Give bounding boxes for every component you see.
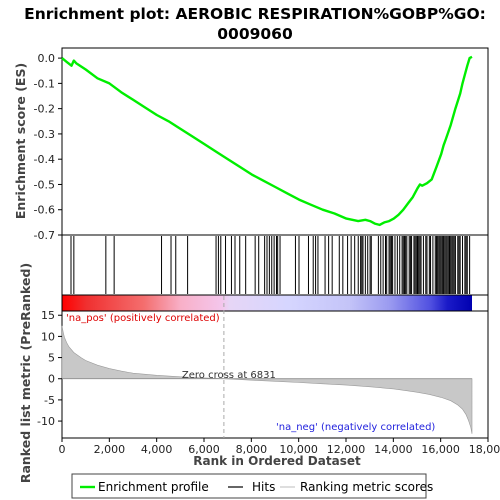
metric-y-tick-label: 5: [48, 352, 55, 365]
legend-box: [71, 473, 427, 499]
metric-y-tick-label: 15: [41, 309, 55, 322]
negative-correlation-label: 'na_neg' (negatively correlated): [276, 422, 435, 433]
x-tick-label: 18,000: [469, 443, 500, 456]
x-tick-label: 12,000: [327, 443, 366, 456]
metric-y-tick-label: -5: [44, 394, 55, 407]
es-y-tick-label: -0.7: [34, 229, 55, 242]
x-tick-label: 2,000: [94, 443, 126, 456]
x-tick-label: 0: [59, 443, 66, 456]
es-y-axis: 0.0 -0.1 -0.2 -0.3 -0.4 -0.5 -0.6 -0.7: [34, 52, 62, 242]
es-y-tick-label: -0.6: [34, 204, 55, 217]
es-y-tick-label: -0.2: [34, 103, 55, 116]
metric-y-axis-label: Ranked list metric (PreRanked): [18, 263, 33, 483]
es-y-tick-label: -0.1: [34, 77, 55, 90]
metric-y-tick-label: -10: [37, 415, 55, 428]
x-tick-label: 8,000: [236, 443, 268, 456]
legend-label-ranking-metric: Ranking metric scores: [300, 480, 433, 494]
es-y-tick-label: 0.0: [38, 52, 56, 65]
x-tick-label: 6,000: [188, 443, 220, 456]
positive-correlation-label: 'na_pos' (positively correlated): [66, 313, 220, 324]
legend-label-hits: Hits: [252, 480, 275, 494]
ranking-metric-area: [61, 325, 473, 434]
es-y-tick-label: -0.5: [34, 178, 55, 191]
es-y-tick-label: -0.3: [34, 128, 55, 141]
enrichment-profile-line: [61, 55, 473, 227]
x-axis: 0 2,000 4,000 6,000 8,000 10,000 12,000 14,000 1…: [59, 438, 500, 456]
chart-title-line1: Enrichment plot: AEROBIC RESPIRATION%GOB…: [24, 5, 486, 23]
x-tick-label: 10,000: [279, 443, 318, 456]
metric-y-tick-label: 0: [48, 373, 55, 386]
es-y-tick-label: -0.4: [34, 153, 55, 166]
x-tick-label: 14,000: [374, 443, 413, 456]
x-axis-label: Rank in Ordered Dataset: [193, 454, 361, 468]
metric-y-axis: 15 10 5 0 -5 -10: [37, 309, 62, 428]
es-y-axis-label: Enrichment score (ES): [13, 63, 28, 219]
hits-panel-frame: [61, 234, 489, 296]
x-tick-label: 4,000: [141, 443, 173, 456]
rank-color-bar: [62, 295, 472, 311]
hit-markers: [70, 236, 471, 294]
zero-cross-label: Zero cross at 6831: [182, 370, 276, 381]
chart-title-line2: 0009060: [217, 25, 293, 43]
es-panel-frame: [61, 47, 489, 236]
x-tick-label: 16,000: [421, 443, 460, 456]
legend-label-enrichment-profile: Enrichment profile: [98, 480, 209, 494]
metric-y-tick-label: 10: [41, 330, 55, 343]
